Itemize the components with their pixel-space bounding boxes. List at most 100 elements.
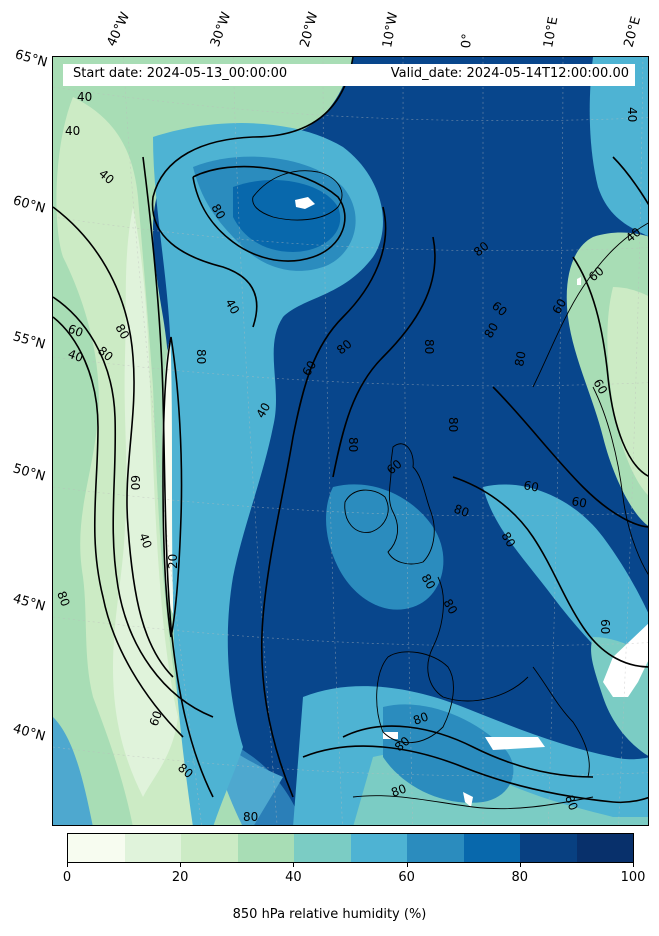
graticule	[53, 57, 648, 825]
colorbar-tick-label: 80	[511, 870, 529, 885]
colorbar-tick-label: 100	[620, 870, 646, 885]
coast-africa	[352, 795, 594, 810]
colorbar-segment	[237, 834, 294, 862]
contour-label: 80	[389, 781, 408, 799]
humidity-map: 40 40 40 80 40 80 60 80 80 60 40 40 80 8…	[52, 56, 649, 826]
coast-italy	[532, 666, 590, 778]
colorbar-tick-label: 60	[398, 870, 415, 885]
mask-iberia-small	[383, 732, 398, 739]
colorbar-segment	[407, 834, 464, 862]
field-teal-north	[153, 123, 383, 825]
colorbar-tick	[67, 863, 68, 867]
colorbar-segment	[576, 834, 633, 862]
contour-80-midatlantic	[332, 236, 436, 478]
contour-label: 80	[346, 437, 360, 452]
colorbar-segment	[68, 834, 125, 862]
colorbar-tick	[180, 863, 182, 867]
contour-label: 80	[512, 350, 528, 367]
colorbar-tick	[293, 863, 295, 867]
colorbar-label: 850 hPa relative humidity (%)	[232, 907, 427, 922]
colorbar-tick-label: 0	[62, 870, 72, 885]
lat-label-55n: 55°N	[11, 329, 47, 353]
colorbar-tick	[633, 863, 634, 867]
mask-norway	[577, 277, 581, 285]
contour-60-atlantic	[151, 57, 354, 328]
contour-label: 80	[112, 322, 132, 342]
contour-label: 40	[66, 347, 85, 365]
mask-corsica	[463, 792, 473, 807]
humidity-field: 40 40 40 80 40 80 60 80 80 60 40 40 80 8…	[53, 57, 648, 825]
field-deep-iceland	[233, 179, 341, 252]
contour-label: 80	[208, 202, 228, 222]
contour-label: 80	[481, 320, 501, 340]
contour-label: 60	[147, 709, 165, 728]
coast-france	[427, 576, 529, 702]
contour-60-europe	[492, 386, 648, 528]
contour-label: 80	[422, 339, 436, 354]
contour-labels: 40 40 40 80 40 80 60 80 80 60 40 40 80 8…	[54, 90, 643, 824]
contour-label: 60	[522, 478, 539, 494]
lon-label-40w: 40°W	[104, 10, 134, 49]
field-dry-tongue-inner	[113, 207, 178, 797]
lat-label-50n: 50°N	[11, 461, 47, 485]
colorbar-tick-label: 40	[285, 870, 302, 885]
contour-label: 60	[570, 494, 587, 510]
contour-40-west	[53, 316, 184, 738]
contour-label: 40	[253, 400, 273, 420]
contour-80-iceland	[192, 165, 346, 262]
colorbar-segment	[181, 834, 238, 862]
contour-label: 60	[66, 322, 85, 340]
contour-lines	[53, 57, 648, 804]
coast-britain	[387, 443, 435, 565]
contour-80-west	[53, 206, 174, 678]
colorbar-segment	[294, 834, 351, 862]
contour-label: 40	[77, 90, 92, 104]
colorbar-tick	[406, 863, 408, 867]
contour-60-south	[302, 745, 648, 804]
mask-atlas	[485, 737, 545, 750]
date-header-box	[63, 64, 635, 86]
contour-label: 80	[498, 530, 518, 550]
colorbar-segment	[350, 834, 407, 862]
field-blue-iberia	[383, 704, 514, 803]
contour-label: 60	[590, 377, 610, 397]
contour-40-tongue	[142, 156, 214, 798]
lat-label-65n: 65°N	[13, 47, 49, 71]
mask-alps	[603, 623, 648, 697]
coast-baltic	[592, 386, 648, 575]
lat-label-40n: 40°N	[11, 721, 47, 745]
contour-60-west	[53, 296, 214, 718]
lat-label-60n: 60°N	[11, 193, 47, 217]
contour-label: 60	[128, 475, 142, 490]
colorbar-segment	[520, 834, 577, 862]
valid-date-label: Valid_date: 2024-05-14T12:00:00.00	[390, 66, 629, 81]
coast-iceland	[252, 170, 343, 221]
lon-label-10w: 10°W	[380, 11, 402, 50]
field-east-lightgreen	[607, 287, 648, 496]
contour-label: 40	[65, 124, 80, 138]
contour-label: 80	[243, 810, 258, 824]
coast-iberia	[376, 651, 454, 744]
contour-label: 80	[446, 417, 460, 432]
lon-label-0: 0°	[459, 32, 476, 49]
mask-iceland	[295, 197, 315, 209]
colorbar-tick-label: 20	[171, 870, 189, 885]
contour-label: 80	[54, 589, 72, 608]
contour-label: 40	[625, 107, 639, 122]
contour-label: 80	[440, 597, 460, 617]
colorbar-tick	[519, 863, 521, 867]
colorbar-segment	[124, 834, 181, 862]
lon-label-20w: 20°W	[297, 10, 322, 49]
contour-80-south	[342, 725, 594, 778]
field-europe-blue	[326, 484, 444, 610]
contour-label: 80	[452, 502, 471, 520]
contour-label: 80	[194, 349, 208, 364]
contour-label: 20	[166, 554, 180, 569]
start-date-label: Start date: 2024-05-13_00:00:00	[73, 66, 288, 81]
contour-label: 60	[598, 619, 612, 634]
lon-label-20e: 20°E	[621, 14, 645, 50]
lon-label-30w: 30°W	[207, 10, 235, 49]
contour-label: 80	[562, 793, 580, 812]
contour-label: 80	[418, 572, 438, 592]
lon-label-10e: 10°E	[541, 15, 562, 49]
